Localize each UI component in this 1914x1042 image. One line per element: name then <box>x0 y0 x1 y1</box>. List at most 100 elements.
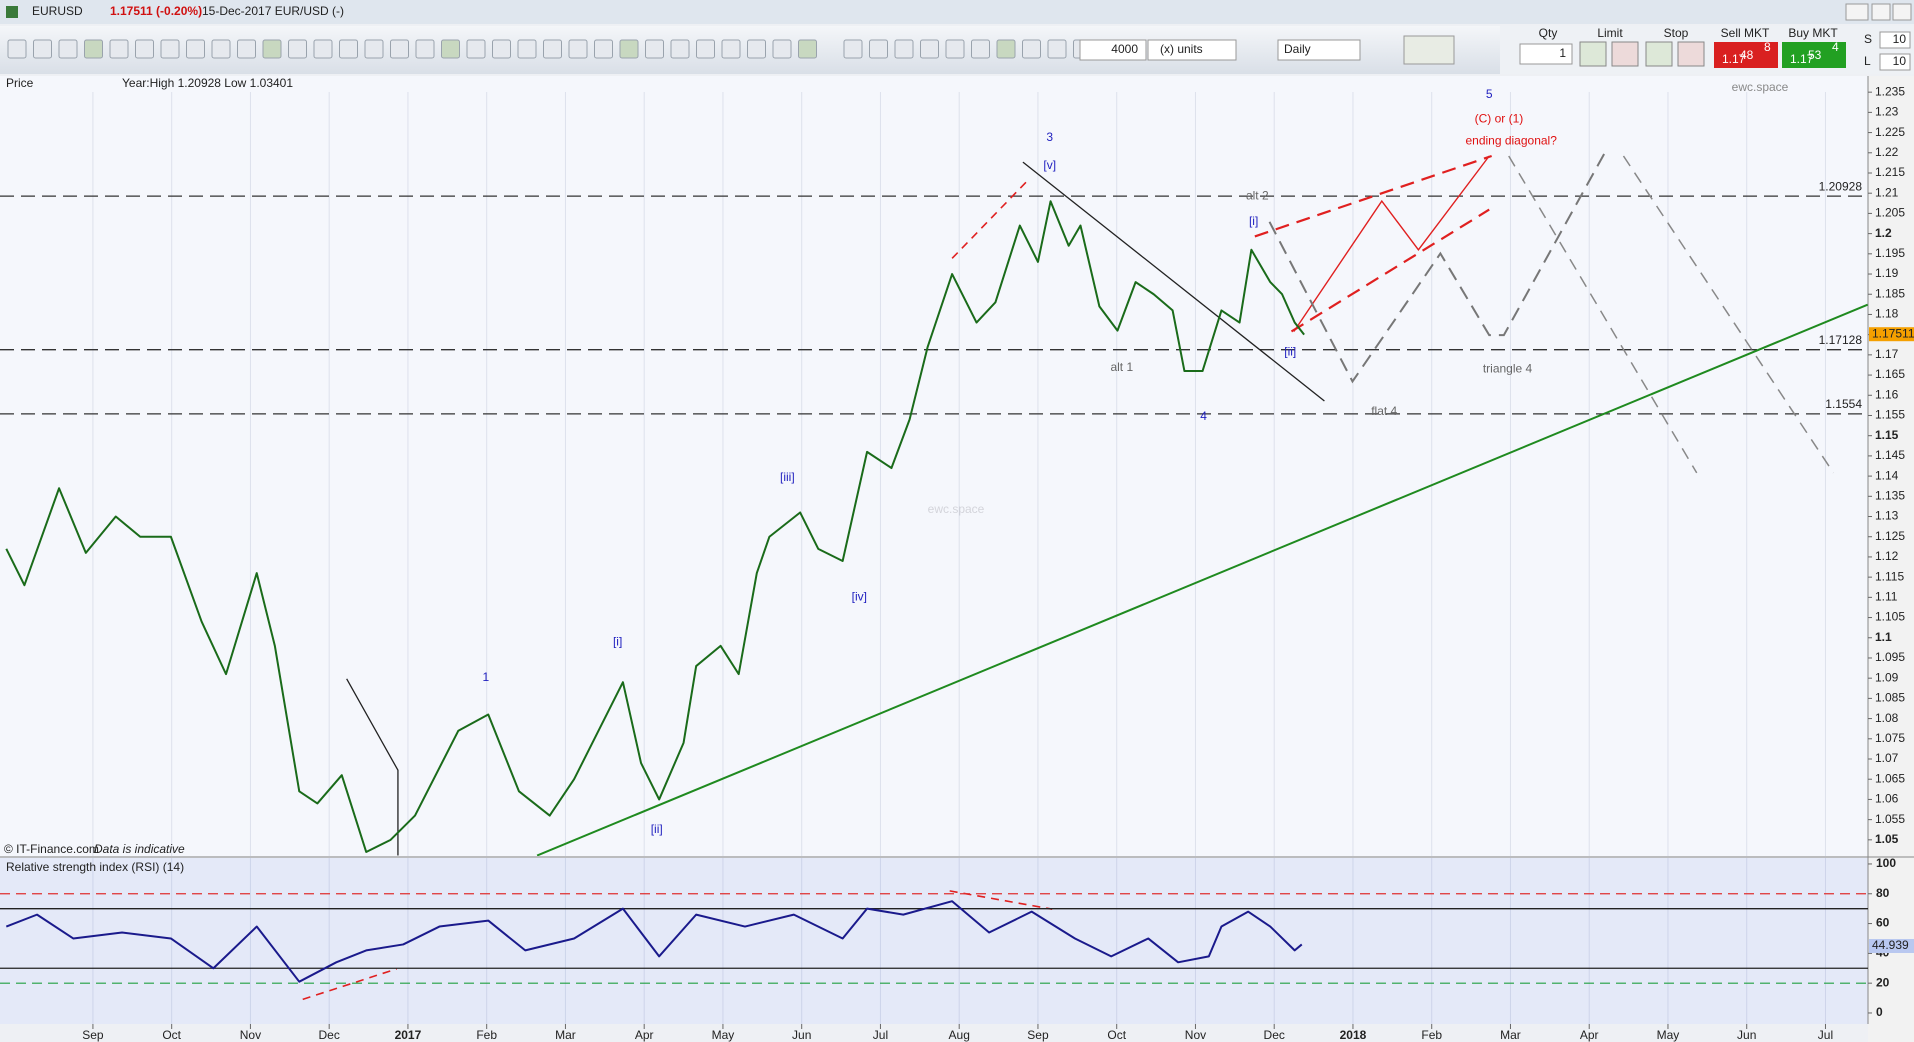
tool-button[interactable] <box>920 39 939 59</box>
tool-button[interactable] <box>58 39 78 59</box>
wave-label: [iii] <box>780 470 795 484</box>
tool-button[interactable] <box>441 39 460 59</box>
tool-button[interactable] <box>798 39 817 59</box>
qty-label: Qty <box>1539 26 1558 40</box>
quote: 1.17511 (-0.20%) <box>110 4 202 18</box>
l-field[interactable] <box>1879 53 1911 71</box>
tool-button[interactable] <box>84 39 103 59</box>
tool-button[interactable] <box>109 39 129 59</box>
tool-button[interactable] <box>843 39 863 59</box>
tool-button[interactable] <box>135 39 154 59</box>
tool-button[interactable] <box>313 39 333 59</box>
y-tick-label: 1.225 <box>1875 125 1905 139</box>
y-tick-label: 1.205 <box>1875 206 1905 220</box>
x-tick-label: Nov <box>240 1028 261 1042</box>
x-tick-label: Mar <box>1500 1028 1521 1042</box>
qty-field[interactable] <box>1519 43 1573 65</box>
diagonal-upper <box>1254 154 1493 238</box>
y-tick-label: 1.12 <box>1875 549 1899 563</box>
tool-button[interactable] <box>1022 39 1041 59</box>
wave-label: [ii] <box>651 822 663 836</box>
level-label: 1.1554 <box>1825 397 1862 411</box>
stop-buy[interactable] <box>1645 41 1673 67</box>
minimize-button[interactable] <box>1871 3 1891 21</box>
x-tick-label: May <box>712 1028 735 1042</box>
sell-button[interactable] <box>1714 42 1778 68</box>
tool-button[interactable] <box>160 39 180 59</box>
tool-button[interactable] <box>747 39 766 59</box>
tool-button[interactable] <box>619 39 639 59</box>
tool-button[interactable] <box>568 39 588 59</box>
tool-button[interactable] <box>7 39 27 59</box>
y-tick-label: 1.19 <box>1875 266 1899 280</box>
y-tick-label: 1.11 <box>1875 590 1898 604</box>
y-tick-label: 1.215 <box>1875 165 1905 179</box>
data-note: Data is indicative <box>94 842 185 856</box>
tool-button[interactable] <box>390 39 409 59</box>
x-tick-label: Jul <box>1818 1028 1833 1042</box>
tool-button[interactable] <box>772 39 792 59</box>
y-tick-label: 1.085 <box>1875 691 1905 705</box>
title-bar <box>0 0 1914 24</box>
sell-prefix: 1.17 <box>1722 52 1746 66</box>
chart-type-button[interactable] <box>1403 35 1455 65</box>
tool-button[interactable] <box>492 39 511 59</box>
last-rsi-box <box>1869 939 1914 954</box>
close-button[interactable] <box>1892 3 1912 21</box>
tool-button[interactable] <box>237 39 256 59</box>
tool-button[interactable] <box>645 39 664 59</box>
tool-button[interactable] <box>721 39 741 59</box>
limit-sell[interactable] <box>1611 41 1639 67</box>
period-select[interactable] <box>1277 39 1361 61</box>
limit-buy[interactable] <box>1579 41 1607 67</box>
wave-label: alt 1 <box>1110 360 1133 374</box>
l-label: L <box>1864 54 1871 68</box>
tool-button[interactable] <box>594 39 613 59</box>
tool-button[interactable] <box>339 39 358 59</box>
y-tick-label: 1.065 <box>1875 771 1905 785</box>
last-price-box <box>1869 327 1914 342</box>
tool-button[interactable] <box>670 39 690 59</box>
tool-button[interactable] <box>466 39 486 59</box>
y-tick-label: 1.135 <box>1875 488 1905 502</box>
y-tick-label: 1.075 <box>1875 731 1905 745</box>
stop-sell[interactable] <box>1677 41 1705 67</box>
qty-value: 1 <box>1559 46 1566 60</box>
tool-button[interactable] <box>869 39 888 59</box>
diagonal-lower <box>1290 208 1490 333</box>
buy-button[interactable] <box>1782 42 1846 68</box>
qty-input[interactable] <box>1079 39 1147 61</box>
chart-info: 15-Dec-2017 EUR/USD (-) <box>202 4 344 18</box>
tool-button[interactable] <box>971 39 990 59</box>
y-tick-label: 1.125 <box>1875 529 1905 543</box>
y-tick-label: 0 <box>1876 1005 1883 1019</box>
wave-label: flat 4 <box>1371 404 1397 418</box>
s-label: S <box>1864 32 1872 46</box>
y-tick-label: 20 <box>1876 975 1890 989</box>
tool-button[interactable] <box>543 39 562 59</box>
tool-button[interactable] <box>894 39 914 59</box>
tool-button[interactable] <box>696 39 715 59</box>
y-tick-label: 1.05 <box>1875 832 1899 846</box>
tool-button[interactable] <box>364 39 384 59</box>
menu-button[interactable] <box>1845 3 1869 21</box>
tool-button[interactable] <box>33 39 52 59</box>
tool-button[interactable] <box>1047 39 1067 59</box>
tool-button[interactable] <box>996 39 1016 59</box>
units-select[interactable] <box>1147 39 1237 61</box>
tool-button[interactable] <box>211 39 231 59</box>
tool-icons <box>7 39 1143 59</box>
wave-label: [ii] <box>1284 344 1296 358</box>
watermark-center: ewc.space <box>928 502 985 516</box>
x-tick-label: May <box>1657 1028 1680 1042</box>
wave-label: [i] <box>613 634 622 648</box>
s-field[interactable] <box>1879 31 1911 49</box>
tool-button[interactable] <box>288 39 307 59</box>
tool-button[interactable] <box>186 39 205 59</box>
tool-button[interactable] <box>415 39 435 59</box>
tool-button[interactable] <box>262 39 282 59</box>
tool-button[interactable] <box>517 39 537 59</box>
tool-button[interactable] <box>945 39 965 59</box>
x-tick-label: Feb <box>476 1028 497 1042</box>
